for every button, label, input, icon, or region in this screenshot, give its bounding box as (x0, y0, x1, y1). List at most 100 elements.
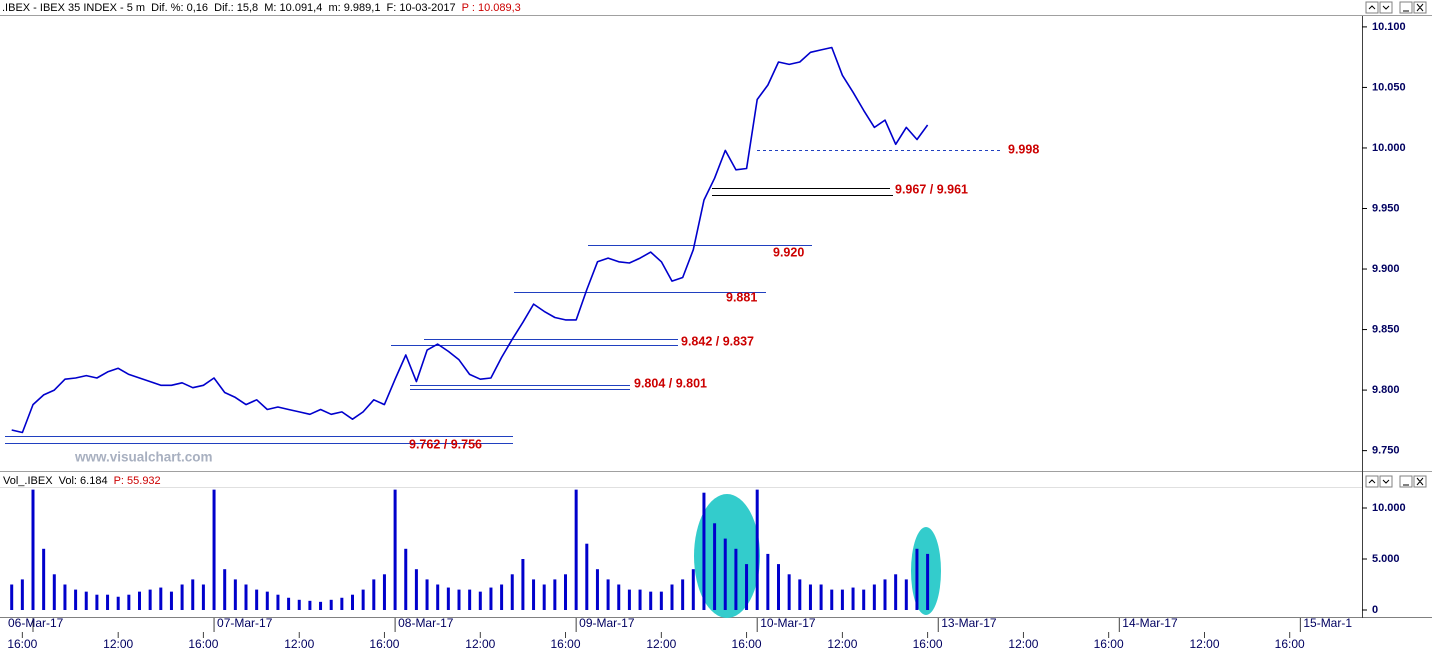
volume-bar (851, 587, 855, 611)
button[interactable] (1379, 475, 1393, 488)
y-tick-label: 9.750 (1372, 445, 1400, 457)
volume-bar (819, 584, 823, 611)
y-tick-label: 10.050 (1372, 81, 1406, 93)
level-label: 9.804 / 9.801 (634, 376, 707, 390)
volume-bar (265, 591, 269, 611)
volume-bar (627, 589, 631, 611)
x-tick-label: 16:00 (732, 637, 762, 651)
y-tick-label: 10.100 (1372, 21, 1406, 33)
volume-bar (372, 579, 376, 611)
highlight-ellipse (911, 527, 941, 615)
volume-bar (883, 579, 887, 611)
volume-bar (138, 591, 141, 611)
volume-bar (244, 584, 248, 611)
volume-bar (31, 489, 35, 611)
volume-bar (872, 584, 876, 611)
y-tick-label: 9.850 (1372, 323, 1400, 335)
button[interactable] (1365, 475, 1379, 488)
volume-bar (191, 579, 195, 611)
volume-bar (532, 579, 536, 611)
y-tick-label: 9.900 (1372, 263, 1400, 275)
button[interactable] (1365, 1, 1379, 14)
header-text: .IBEX - IBEX 35 INDEX - 5 m Dif. %: 0,16… (2, 2, 456, 14)
header-value: P: 55.932 (114, 475, 161, 487)
x-tick-label: 16:00 (913, 637, 943, 651)
volume-bar (500, 584, 504, 611)
volume-bar (574, 489, 578, 611)
volume-bar (521, 558, 525, 611)
button[interactable] (1399, 1, 1413, 14)
x-tick-label: 12:00 (646, 637, 676, 651)
volume-bar (638, 589, 642, 611)
volume-bar (926, 553, 930, 611)
button[interactable] (1399, 475, 1413, 488)
volume-bar (425, 579, 429, 611)
volume-bar (489, 587, 493, 611)
glyph (1368, 477, 1424, 486)
price-header: .IBEX - IBEX 35 INDEX - 5 m Dif. %: 0,16… (2, 2, 521, 14)
volume-bar (670, 584, 674, 611)
x-tick-label: 16:00 (369, 637, 399, 651)
x-tick-label: 16:00 (1275, 637, 1305, 651)
y-tick-label: 5.000 (1372, 553, 1400, 565)
volume-bar (681, 579, 685, 611)
volume-bar (564, 574, 567, 611)
volume-bar (116, 596, 120, 611)
volume-bar (127, 594, 131, 611)
x-tick-label: 12:00 (465, 637, 495, 651)
volume-bar (446, 587, 450, 611)
volume-bar (84, 591, 88, 611)
volume-bar (74, 589, 78, 611)
volume-bar (212, 489, 216, 611)
volume-bar (808, 584, 812, 611)
volume-bar (585, 543, 589, 611)
level-label: 9.967 / 9.961 (895, 182, 968, 196)
volume-bar (457, 589, 461, 611)
volume-bar (649, 591, 653, 611)
volume-bar (255, 589, 259, 611)
y-tick-label: 0 (1372, 604, 1378, 616)
volume-bar (723, 538, 727, 611)
y-tick-label: 10.000 (1372, 502, 1406, 514)
volume-bar (52, 574, 56, 611)
volume-bar (20, 579, 24, 611)
x-date-label: 14-Mar-17 (1122, 616, 1178, 630)
level-label: 9.842 / 9.837 (681, 334, 754, 348)
volume-bar (414, 569, 418, 611)
volume-bar (468, 589, 472, 611)
volume-bar (148, 589, 152, 611)
volume-bar (595, 569, 599, 611)
watermark: www.visualchart.com (74, 450, 213, 465)
glyph (1368, 3, 1424, 12)
level-label: 9.920 (773, 245, 804, 259)
volume-bar (297, 599, 301, 611)
volume-bar (201, 584, 205, 611)
volume-bar (617, 584, 621, 611)
volume-bar (606, 579, 610, 611)
volume-bar (713, 523, 717, 611)
volume-bar (329, 599, 333, 611)
x-tick-label: 12:00 (1189, 637, 1219, 651)
volume-bar (95, 594, 99, 611)
x-date-label: 10-Mar-17 (760, 616, 816, 630)
y-tick-label: 9.800 (1372, 384, 1400, 396)
volume-bar (734, 548, 738, 611)
level-label: 9.998 (1008, 142, 1039, 156)
volume-bar (691, 569, 695, 611)
volume-bar (361, 589, 365, 611)
volume-bar (276, 594, 280, 611)
volume-bar (478, 591, 482, 611)
x-tick-label: 12:00 (1008, 637, 1038, 651)
volume-bar (63, 584, 67, 611)
button[interactable] (1379, 1, 1393, 14)
volume-bar (894, 574, 898, 611)
x-tick-label: 12:00 (103, 637, 133, 651)
volume-bar (755, 489, 759, 611)
volume-bar (382, 574, 386, 611)
level-label: 9.881 (726, 290, 757, 304)
volume-bar (287, 597, 291, 611)
x-tick-label: 12:00 (284, 637, 314, 651)
x-tick-label: 16:00 (188, 637, 218, 651)
x-date-label: 08-Mar-17 (398, 616, 454, 630)
